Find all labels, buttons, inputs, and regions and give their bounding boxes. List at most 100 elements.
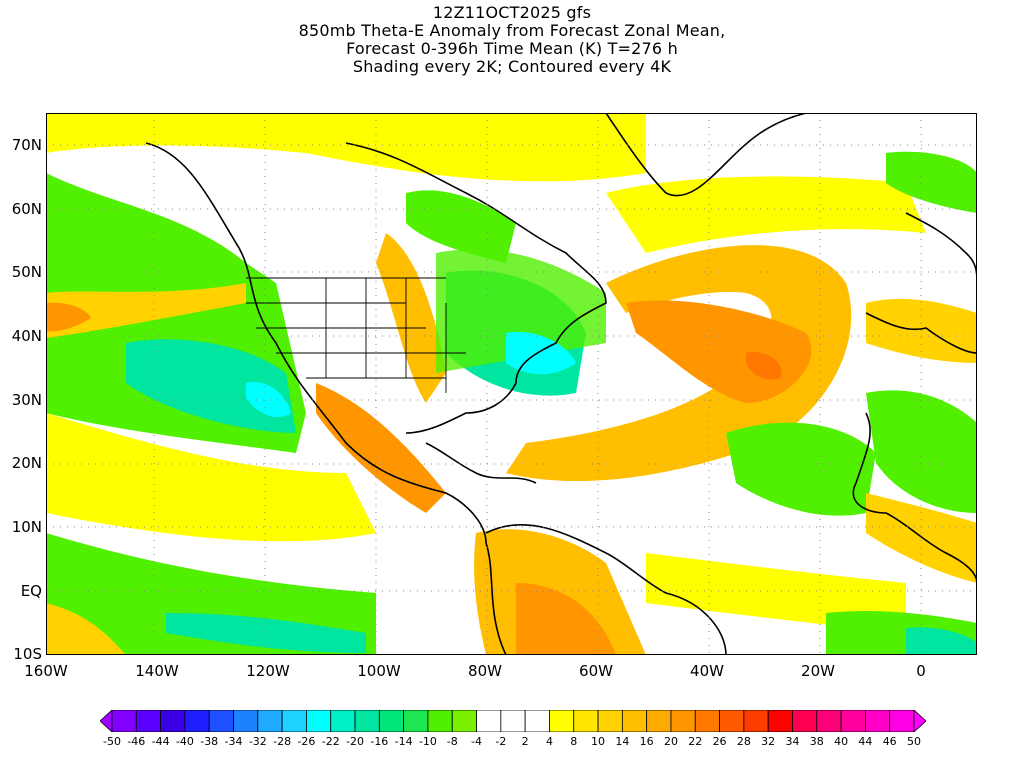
colorbar-swatch: [670, 710, 696, 732]
title-block: 12Z11OCT2025 gfs 850mb Theta-E Anomaly f…: [0, 4, 1024, 76]
lon-label-160w: 160W: [24, 662, 68, 680]
colorbar-tick-label: 28: [736, 735, 751, 748]
colorbar-tick-label: 16: [639, 735, 654, 748]
colorbar-swatch: [451, 710, 477, 732]
lon-label-120w: 120W: [246, 662, 290, 680]
lon-label-80w: 80W: [468, 662, 502, 680]
iceland-green: [886, 151, 977, 213]
colorbar-swatch: [719, 710, 745, 732]
colorbar-swatch: [889, 710, 915, 732]
colorbar-tick-label: -46: [127, 735, 146, 748]
colorbar: [100, 710, 926, 732]
lon-label-40w: 40W: [690, 662, 724, 680]
equatorial-yellow: [46, 603, 126, 655]
colorbar-tick-label: 38: [809, 735, 824, 748]
colorbar-tick-label: -20: [346, 735, 364, 748]
colorbar-tick-label: 10: [591, 735, 606, 748]
colorbar-tick-label: 14: [615, 735, 630, 748]
title-line-1: 12Z11OCT2025 gfs: [432, 3, 592, 22]
northeast-pacific-warm: [46, 283, 246, 338]
colorbar-swatch: [549, 710, 575, 732]
eastern-us-green: [436, 249, 606, 373]
lat-label-10s: 10S: [13, 645, 42, 663]
colorbar-tick-label: -2: [495, 735, 507, 748]
sahara-green: [866, 390, 977, 513]
colorbar-tick-label: -50: [103, 735, 121, 748]
colorbar-swatch: [767, 710, 793, 732]
tropical-pacific-band: [46, 413, 376, 542]
colorbar-swatch: [233, 710, 259, 732]
colorbar-tick-label: -34: [224, 735, 243, 748]
colorbar-tick-label: 32: [761, 735, 776, 748]
canada-green: [406, 190, 516, 263]
colorbar-min-arrow: [100, 710, 113, 732]
colorbar-tick-label: -4: [471, 735, 483, 748]
lat-label-10n: 10N: [11, 518, 42, 536]
colorbar-swatch: [500, 710, 526, 732]
lat-label-40n: 40N: [11, 327, 42, 345]
colorbar-tick-label: -22: [321, 735, 340, 748]
colorbar-tick-label: -26: [297, 735, 316, 748]
colorbar-tick-label: -38: [200, 735, 219, 748]
atlantic-warm-plume: [506, 245, 852, 482]
colorbar-tick-label: 20: [663, 735, 678, 748]
colorbar-swatch: [816, 710, 842, 732]
colorbar-swatch: [184, 710, 210, 732]
colorbar-swatch: [864, 710, 891, 732]
title-line-2: 850mb Theta-E Anomaly from Forecast Zona…: [298, 21, 726, 40]
colorbar-swatch: [306, 710, 332, 732]
colorbar-tick-label: -40: [175, 735, 194, 748]
lon-label-60w: 60W: [579, 662, 613, 680]
south-atlantic-cyan: [906, 627, 977, 655]
coastlines: [145, 113, 977, 655]
colorbar-tick-label: 34: [785, 735, 800, 748]
colorbar-swatch: [111, 710, 137, 732]
colorbar-tick-label: 40: [834, 735, 849, 748]
colorbar-swatch: [135, 710, 162, 732]
lat-label-eq: EQ: [20, 582, 42, 600]
colorbar-swatch: [378, 710, 405, 732]
lon-label-100w: 100W: [357, 662, 401, 680]
colorbar-swatch: [208, 710, 234, 732]
mexico-warm: [316, 383, 446, 513]
lon-label-140w: 140W: [135, 662, 179, 680]
title-line-3: Forecast 0-396h Time Mean (K) T=276 h: [346, 39, 678, 58]
colorbar-tick-label: 46: [882, 735, 897, 748]
colorbar-swatch: [743, 710, 769, 732]
colorbar-tick-label: -44: [151, 735, 170, 748]
lon-label-20w: 20W: [801, 662, 835, 680]
pacific-orange-spot: [46, 302, 91, 332]
colorbar-swatch: [694, 710, 720, 732]
colorbar-swatch: [792, 710, 818, 732]
colorbar-max-arrow: [913, 710, 926, 732]
anomaly-map: [46, 113, 977, 655]
colorbar-swatch: [646, 710, 672, 732]
title-line-4: Shading every 2K; Contoured every 4K: [352, 57, 672, 76]
subtropical-atlantic-green: [726, 422, 876, 516]
great-plains-warm: [376, 233, 446, 403]
lat-label-60n: 60N: [11, 200, 42, 218]
colorbar-tick-label: 22: [688, 735, 703, 748]
colorbar-swatch: [573, 710, 599, 732]
lat-label-50n: 50N: [11, 263, 42, 281]
colorbar-swatch: [427, 710, 453, 732]
colorbar-tick-label: 8: [570, 735, 578, 748]
colorbar-swatch: [597, 710, 623, 732]
colorbar-tick-label: -28: [273, 735, 292, 748]
colorbar-tick-label: 26: [712, 735, 727, 748]
colorbar-swatch: [524, 710, 550, 732]
colorbar-tick-label: 4: [545, 735, 553, 748]
lat-label-20n: 20N: [11, 454, 42, 472]
colorbar-tick-label: -14: [394, 735, 413, 748]
colorbar-swatch: [281, 710, 307, 732]
colorbar-tick-label: -16: [370, 735, 389, 748]
north-atlantic-yellow: [606, 176, 926, 253]
south-america-orange: [516, 583, 616, 655]
colorbar-tick-label: -8: [446, 735, 458, 748]
colorbar-swatch: [354, 710, 380, 732]
equatorial-cyan: [166, 613, 366, 653]
lat-label-70n: 70N: [11, 136, 42, 154]
colorbar-swatch: [476, 710, 502, 732]
colorbar-tick-label: -10: [418, 735, 437, 748]
atlantic-red-core: [746, 352, 782, 380]
